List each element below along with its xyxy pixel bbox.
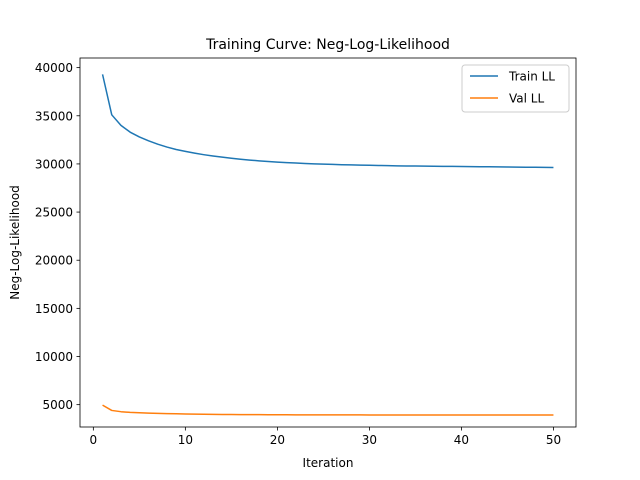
plot-frame [79, 57, 577, 428]
y-tick-label: 25000 [35, 206, 73, 220]
y-tick-label: 35000 [35, 109, 73, 123]
y-axis-label: Neg-Log-Likelihood [8, 185, 22, 300]
chart-title: Training Curve: Neg-Log-Likelihood [205, 37, 450, 53]
x-axis-ticks: 0 10 20 30 40 50 [90, 427, 561, 447]
plot-lines [101, 74, 554, 416]
y-tick-label: 5000 [42, 398, 73, 412]
x-tick-label: 0 [90, 433, 98, 447]
x-tick-label: 10 [178, 433, 193, 447]
x-axis-label: Iteration [303, 456, 354, 470]
y-tick-label: 15000 [35, 302, 73, 316]
y-axis-ticks: 5000 10000 15000 20000 25000 30000 35000 40000 [35, 61, 80, 412]
y-tick-label: 40000 [35, 61, 73, 75]
y-tick-label: 20000 [35, 254, 73, 268]
x-tick-label: 30 [362, 433, 377, 447]
legend-label-train-ll: Train LL [508, 70, 555, 84]
x-tick-label: 20 [270, 433, 285, 447]
legend: Train LL Val LL [461, 64, 570, 113]
x-tick-label: 50 [546, 433, 561, 447]
y-tick-label: 10000 [35, 350, 73, 364]
series-line-val-ll [102, 404, 554, 416]
x-tick-label: 40 [454, 433, 469, 447]
y-tick-label: 30000 [35, 157, 73, 171]
legend-label-val-ll: Val LL [509, 92, 544, 106]
series-line-train-ll [101, 74, 554, 169]
